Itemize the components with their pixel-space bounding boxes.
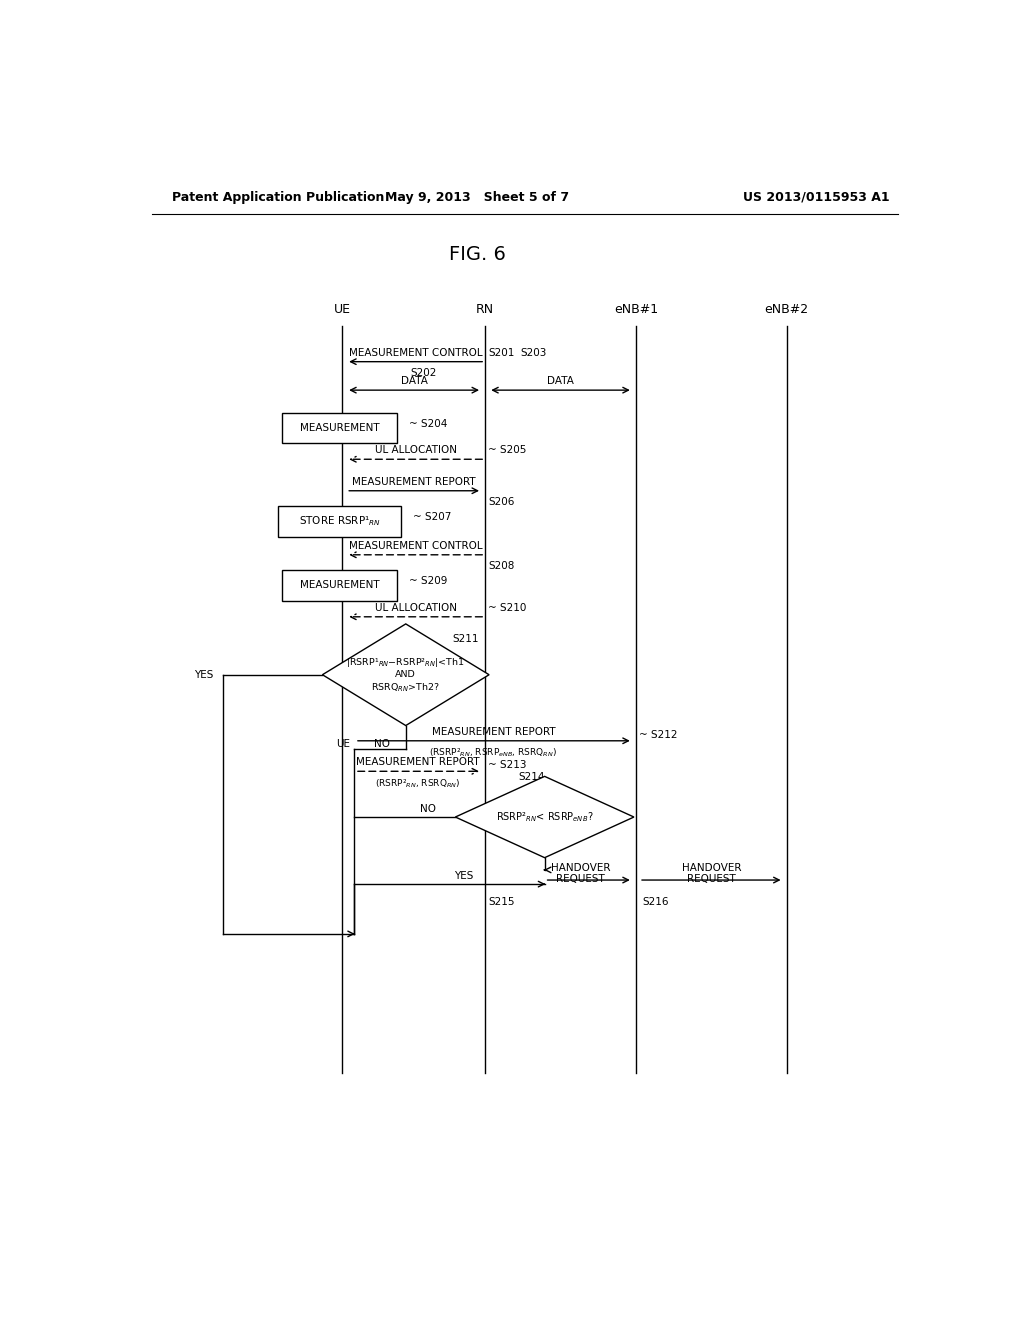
Text: STORE RSRP¹$_{RN}$: STORE RSRP¹$_{RN}$ [299,515,381,528]
Text: (RSRP²$_{RN}$, RSRP$_{eNB}$, RSRQ$_{RN}$): (RSRP²$_{RN}$, RSRP$_{eNB}$, RSRQ$_{RN}$… [429,747,557,759]
Text: UL ALLOCATION: UL ALLOCATION [375,603,457,612]
Text: ~ S213: ~ S213 [488,760,526,770]
Text: S215: S215 [488,898,515,907]
Text: MEASUREMENT REPORT: MEASUREMENT REPORT [352,477,476,487]
Text: DATA: DATA [400,376,428,385]
Text: MEASUREMENT CONTROL: MEASUREMENT CONTROL [349,541,482,550]
Text: ~ S207: ~ S207 [414,512,452,523]
Text: UE: UE [336,739,350,748]
Text: S203: S203 [520,347,547,358]
Text: RSRP²$_{RN}$< RSRP$_{eNB}$?: RSRP²$_{RN}$< RSRP$_{eNB}$? [496,810,594,824]
Text: ~ S204: ~ S204 [410,418,447,429]
FancyBboxPatch shape [283,570,397,601]
Text: REQUEST: REQUEST [687,874,735,884]
Text: May 9, 2013   Sheet 5 of 7: May 9, 2013 Sheet 5 of 7 [385,190,569,203]
Text: ~ S210: ~ S210 [488,603,526,612]
Text: S214: S214 [518,772,545,783]
Text: S201: S201 [488,347,515,358]
Polygon shape [323,624,489,726]
Text: eNB#1: eNB#1 [613,304,658,317]
Text: MEASUREMENT CONTROL: MEASUREMENT CONTROL [349,347,482,358]
FancyBboxPatch shape [279,506,401,536]
Text: MEASUREMENT REPORT: MEASUREMENT REPORT [356,758,480,767]
Text: MEASUREMENT REPORT: MEASUREMENT REPORT [432,726,555,737]
Text: UL ALLOCATION: UL ALLOCATION [375,445,457,455]
Text: eNB#2: eNB#2 [765,304,809,317]
Text: DATA: DATA [547,376,573,385]
Text: NO: NO [374,739,390,748]
Text: FIG. 6: FIG. 6 [449,246,506,264]
Text: YES: YES [194,669,213,680]
Text: YES: YES [454,871,473,880]
Text: MEASUREMENT: MEASUREMENT [300,581,380,590]
Text: MEASUREMENT: MEASUREMENT [300,422,380,433]
Text: Patent Application Publication: Patent Application Publication [172,190,384,203]
Text: HANDOVER: HANDOVER [682,863,741,873]
FancyBboxPatch shape [283,412,397,444]
Text: UE: UE [334,304,351,317]
Text: US 2013/0115953 A1: US 2013/0115953 A1 [743,190,890,203]
Text: ~ S212: ~ S212 [639,730,678,739]
Text: S211: S211 [452,634,478,644]
Text: (RSRP²$_{RN}$, RSRQ$_{RN}$): (RSRP²$_{RN}$, RSRQ$_{RN}$) [376,777,461,789]
Text: S202: S202 [411,368,437,378]
Text: S206: S206 [488,496,515,507]
Text: REQUEST: REQUEST [556,874,605,884]
Text: |RSRP¹$_{RN}$−RSRP²$_{RN}$|<Th1
AND
RSRQ$_{RN}$>Th2?: |RSRP¹$_{RN}$−RSRP²$_{RN}$|<Th1 AND RSRQ… [346,656,465,693]
Text: S208: S208 [488,561,515,572]
Polygon shape [456,776,634,858]
Text: S216: S216 [642,898,669,907]
Text: RN: RN [476,304,495,317]
Text: ~ S205: ~ S205 [488,445,526,455]
Text: NO: NO [420,804,435,814]
Text: HANDOVER: HANDOVER [551,863,610,873]
Text: ~ S209: ~ S209 [410,577,447,586]
